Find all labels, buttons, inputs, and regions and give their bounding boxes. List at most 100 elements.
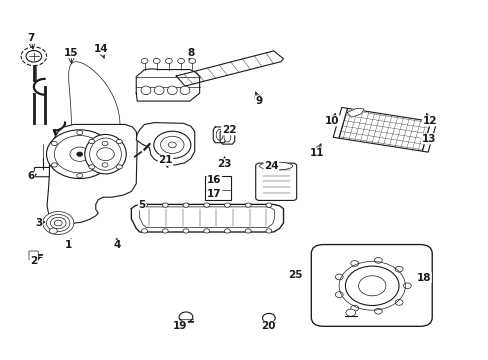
Ellipse shape bbox=[167, 86, 177, 95]
Circle shape bbox=[345, 266, 398, 306]
Text: 19: 19 bbox=[173, 321, 187, 331]
Circle shape bbox=[42, 212, 74, 234]
Circle shape bbox=[102, 141, 108, 145]
Text: 15: 15 bbox=[64, 48, 79, 58]
Circle shape bbox=[179, 312, 192, 322]
Polygon shape bbox=[346, 108, 363, 117]
Circle shape bbox=[77, 174, 82, 178]
Ellipse shape bbox=[89, 138, 121, 170]
Circle shape bbox=[262, 314, 275, 323]
Polygon shape bbox=[422, 121, 436, 152]
Text: 2: 2 bbox=[30, 256, 38, 266]
Text: 3: 3 bbox=[35, 218, 42, 228]
Circle shape bbox=[51, 141, 57, 145]
Circle shape bbox=[55, 137, 66, 146]
Circle shape bbox=[358, 276, 385, 296]
Polygon shape bbox=[47, 125, 137, 224]
FancyBboxPatch shape bbox=[255, 163, 296, 201]
Text: 12: 12 bbox=[422, 116, 436, 126]
Polygon shape bbox=[338, 108, 430, 151]
Circle shape bbox=[89, 165, 95, 169]
Polygon shape bbox=[176, 51, 283, 86]
Circle shape bbox=[97, 148, 114, 161]
Circle shape bbox=[177, 58, 184, 63]
Circle shape bbox=[374, 257, 382, 263]
Ellipse shape bbox=[216, 130, 223, 140]
FancyBboxPatch shape bbox=[34, 167, 51, 177]
Circle shape bbox=[162, 229, 168, 233]
Circle shape bbox=[335, 274, 343, 280]
Circle shape bbox=[77, 152, 82, 156]
Circle shape bbox=[160, 136, 183, 153]
Circle shape bbox=[89, 139, 95, 144]
Circle shape bbox=[142, 229, 147, 233]
Circle shape bbox=[244, 203, 250, 207]
Text: 6: 6 bbox=[27, 171, 35, 181]
Circle shape bbox=[154, 131, 190, 158]
Text: 18: 18 bbox=[416, 273, 430, 283]
Circle shape bbox=[183, 229, 188, 233]
Text: 8: 8 bbox=[187, 48, 194, 58]
Circle shape bbox=[116, 165, 122, 169]
Circle shape bbox=[350, 261, 358, 266]
Circle shape bbox=[265, 203, 271, 207]
Circle shape bbox=[153, 58, 160, 63]
Circle shape bbox=[224, 229, 230, 233]
Circle shape bbox=[350, 305, 358, 311]
Polygon shape bbox=[136, 123, 194, 165]
Text: 17: 17 bbox=[206, 189, 221, 199]
Text: 25: 25 bbox=[288, 270, 303, 280]
Ellipse shape bbox=[180, 86, 189, 95]
Circle shape bbox=[26, 50, 41, 62]
Text: 7: 7 bbox=[27, 33, 35, 43]
Circle shape bbox=[394, 266, 402, 272]
Ellipse shape bbox=[141, 86, 151, 95]
Polygon shape bbox=[136, 69, 199, 101]
Circle shape bbox=[46, 215, 70, 231]
Circle shape bbox=[116, 139, 122, 144]
Polygon shape bbox=[332, 108, 347, 138]
Text: 5: 5 bbox=[138, 200, 145, 210]
Text: 9: 9 bbox=[255, 96, 262, 106]
Circle shape bbox=[77, 131, 82, 135]
Text: 16: 16 bbox=[206, 175, 221, 185]
Circle shape bbox=[165, 58, 172, 63]
Polygon shape bbox=[131, 204, 283, 232]
Circle shape bbox=[183, 203, 188, 207]
Polygon shape bbox=[213, 127, 225, 143]
Text: 14: 14 bbox=[93, 44, 108, 54]
Text: 1: 1 bbox=[64, 239, 71, 249]
Circle shape bbox=[224, 203, 230, 207]
Circle shape bbox=[70, 147, 89, 161]
Circle shape bbox=[168, 142, 176, 148]
Circle shape bbox=[50, 217, 66, 229]
Circle shape bbox=[51, 163, 57, 167]
Circle shape bbox=[403, 283, 410, 289]
Circle shape bbox=[102, 163, 108, 167]
Circle shape bbox=[162, 203, 168, 207]
Circle shape bbox=[203, 229, 209, 233]
FancyBboxPatch shape bbox=[311, 244, 431, 326]
Circle shape bbox=[188, 58, 195, 63]
FancyBboxPatch shape bbox=[29, 251, 38, 260]
Polygon shape bbox=[140, 207, 274, 227]
Circle shape bbox=[203, 203, 209, 207]
Circle shape bbox=[46, 130, 113, 179]
Circle shape bbox=[335, 292, 343, 297]
Circle shape bbox=[345, 309, 355, 316]
Ellipse shape bbox=[224, 132, 230, 142]
Text: 13: 13 bbox=[421, 134, 435, 144]
Ellipse shape bbox=[259, 162, 292, 170]
Circle shape bbox=[54, 220, 62, 226]
Text: 22: 22 bbox=[221, 125, 236, 135]
Text: 21: 21 bbox=[158, 155, 172, 165]
Text: 24: 24 bbox=[264, 161, 278, 171]
Circle shape bbox=[394, 300, 402, 305]
Circle shape bbox=[244, 229, 250, 233]
Ellipse shape bbox=[84, 134, 126, 174]
Circle shape bbox=[265, 229, 271, 233]
Circle shape bbox=[54, 135, 105, 173]
Circle shape bbox=[374, 309, 382, 314]
Circle shape bbox=[142, 203, 147, 207]
Text: 10: 10 bbox=[325, 116, 339, 126]
